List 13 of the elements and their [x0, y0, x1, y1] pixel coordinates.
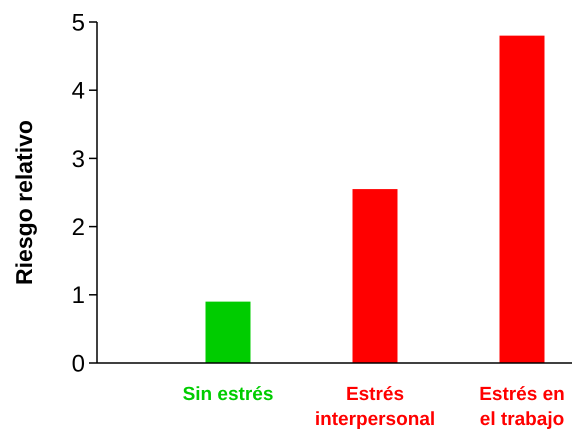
x-tick-label: Estrés en el trabajo [479, 384, 565, 430]
y-axis-title: Riesgo relativo [11, 120, 37, 285]
bar [352, 189, 398, 363]
y-tick-label: 5 [72, 9, 85, 36]
y-tick-label: 2 [72, 214, 85, 241]
y-tick-label: 4 [72, 78, 85, 105]
x-tick-label: Sin estrés [182, 384, 274, 405]
bar [206, 302, 250, 363]
x-tick-label: Estrés interpersonal [314, 384, 436, 430]
bar [500, 36, 544, 363]
y-tick-label: 0 [72, 350, 85, 378]
y-tick-label: 1 [72, 282, 85, 310]
y-tick-label: 3 [72, 146, 85, 173]
